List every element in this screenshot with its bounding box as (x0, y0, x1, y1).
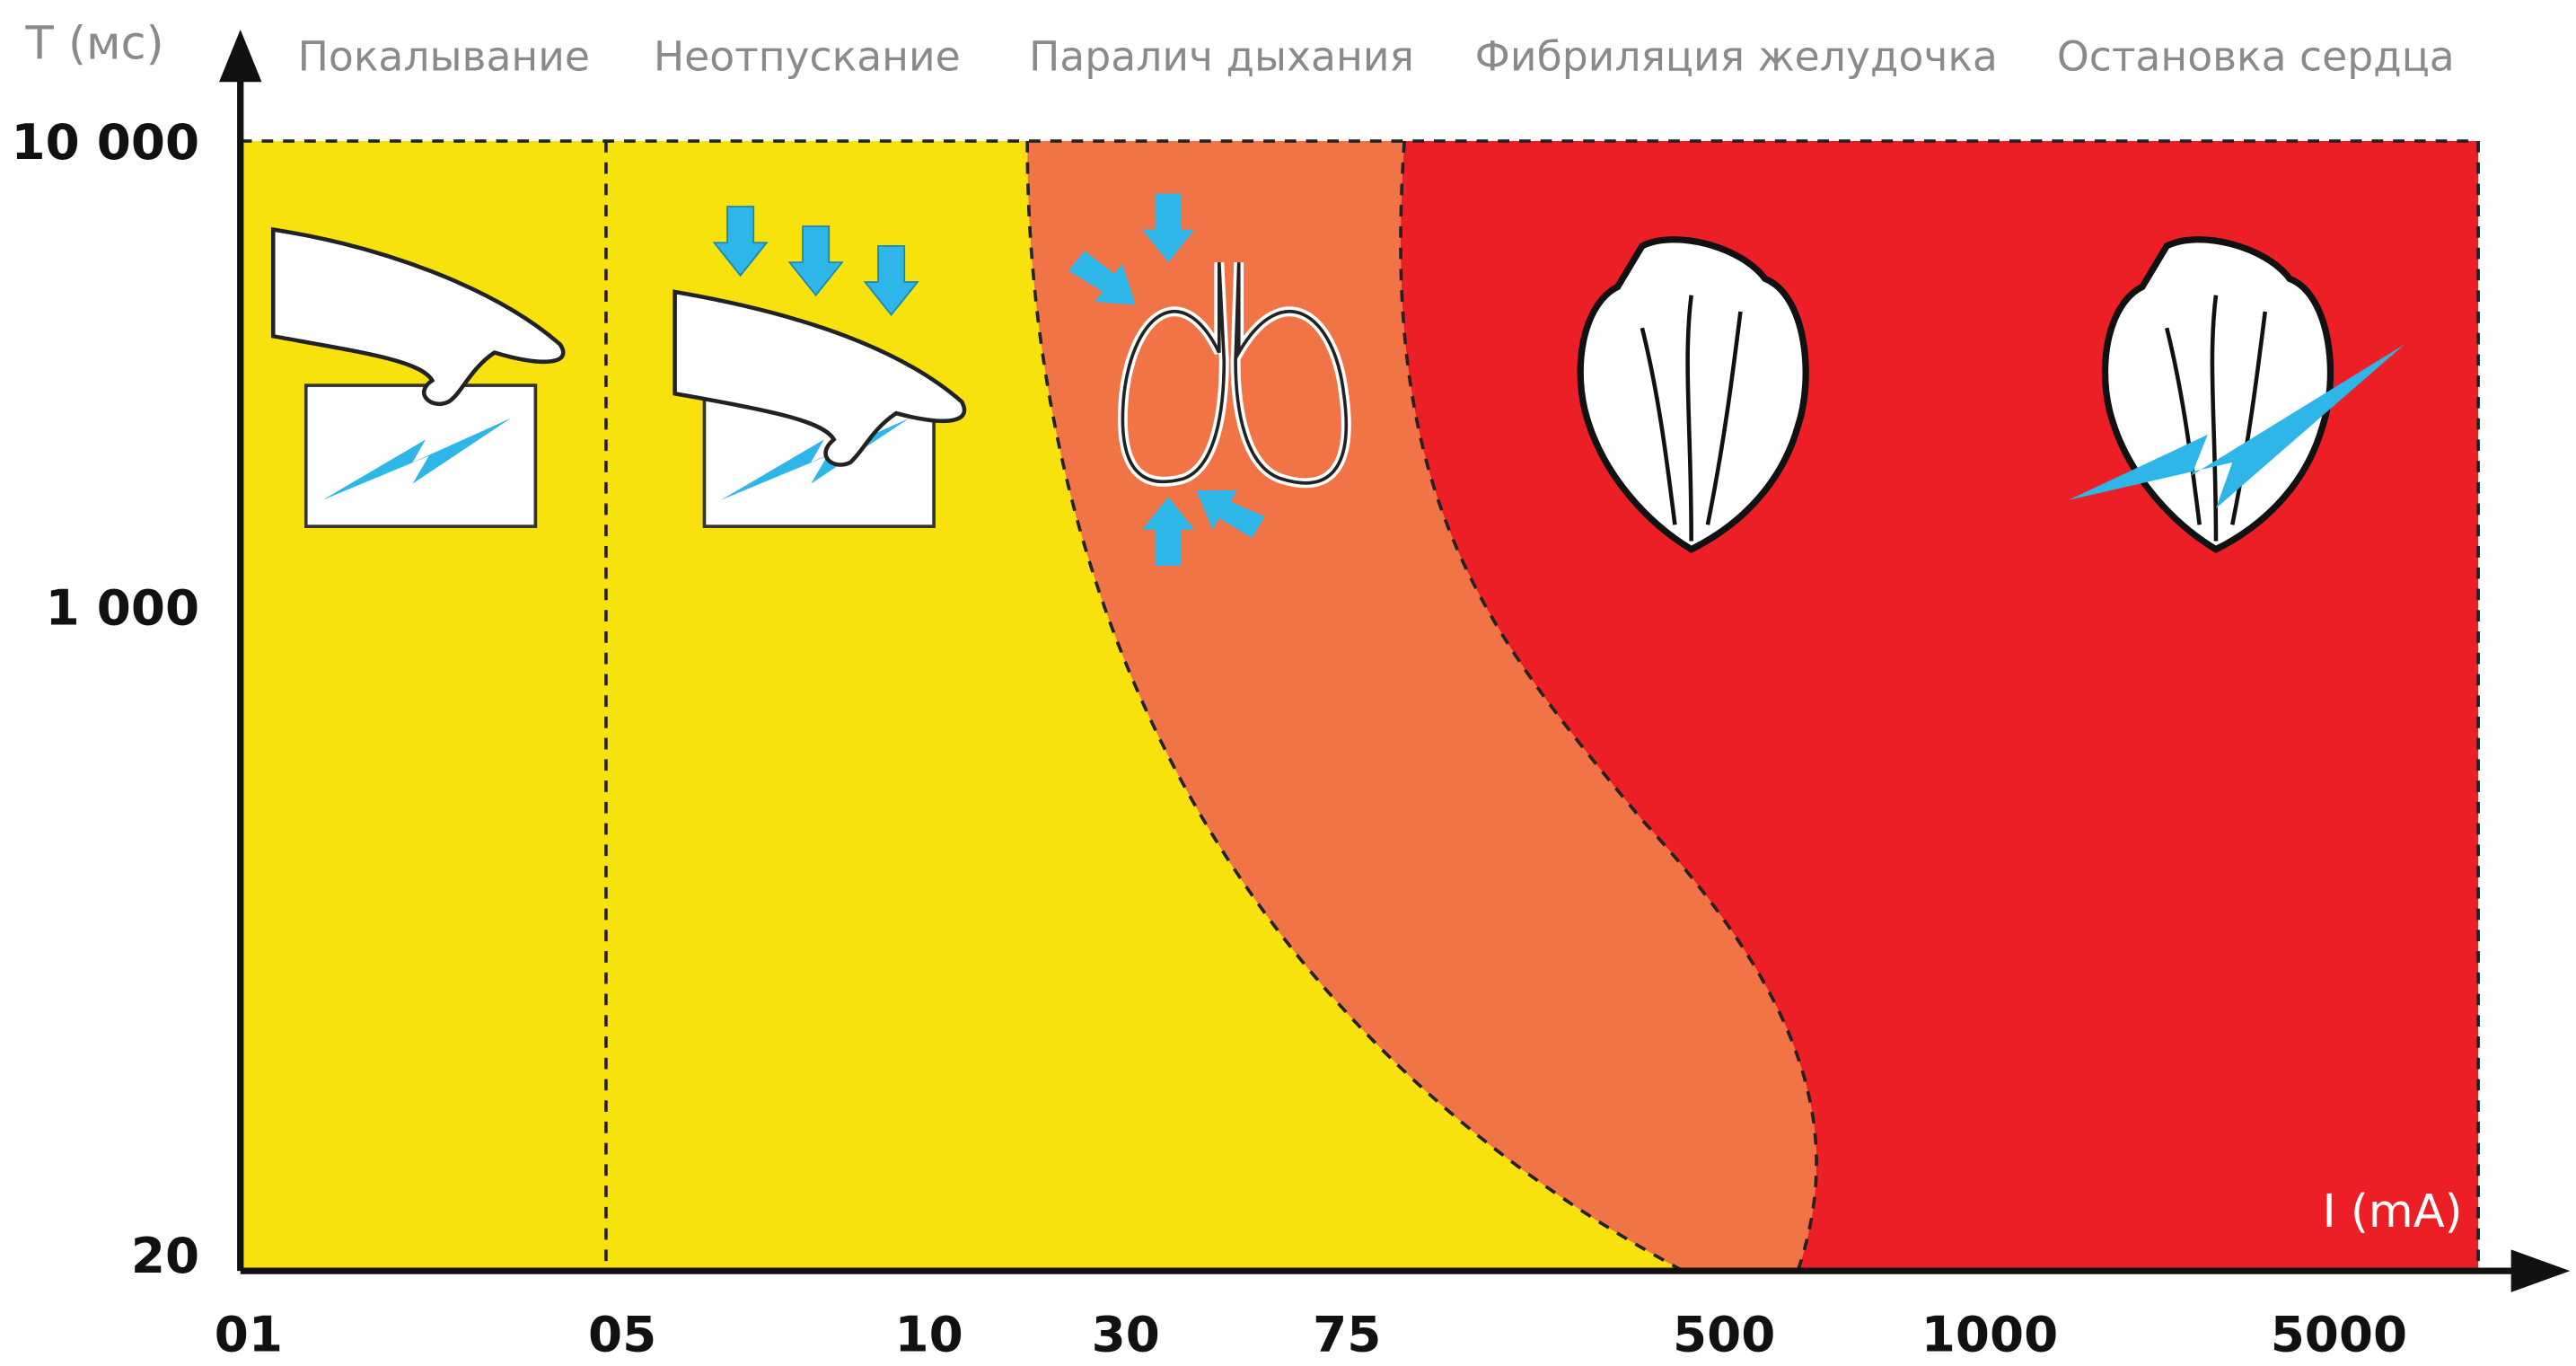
icon-hand-arrows (673, 206, 967, 528)
x-axis-label: I (mA) (2323, 1185, 2463, 1238)
x-tick-label: 500 (1673, 1306, 1775, 1363)
zone-label: Покалывание (298, 33, 590, 81)
x-tick-label: 5000 (2271, 1306, 2407, 1363)
boundary (1399, 140, 1818, 1272)
icon-lungs (1068, 193, 1351, 566)
x-tick-label: 05 (588, 1306, 656, 1363)
y-tick-label: 10 000 (11, 113, 199, 171)
y-tick-label: 20 (131, 1227, 199, 1284)
y-axis-arrow (218, 29, 262, 83)
zone-label: Остановка сердца (2057, 33, 2455, 81)
frame (240, 139, 2480, 1272)
x-tick-label: 10 (895, 1306, 963, 1363)
x-tick-label: 1000 (1921, 1306, 2058, 1363)
x-axis-arrow (2510, 1249, 2571, 1292)
zone-label: Неотпускание (654, 33, 961, 81)
zone-orange (1027, 141, 1817, 1272)
zone-label: Фибриляция желудочка (1475, 33, 1998, 81)
x-tick-label: 01 (215, 1306, 283, 1363)
x-tick-label: 75 (1313, 1306, 1381, 1363)
icon-heart-shock (2068, 236, 2405, 553)
x-tick-label: 30 (1092, 1306, 1160, 1363)
zone-label: Паралич дыхания (1029, 33, 1414, 81)
icon-heart (1577, 236, 1809, 553)
icon-hand (270, 226, 566, 528)
y-axis-label: T (мс) (25, 18, 164, 71)
boundary (1025, 141, 1684, 1273)
y-tick-label: 1 000 (46, 579, 200, 637)
